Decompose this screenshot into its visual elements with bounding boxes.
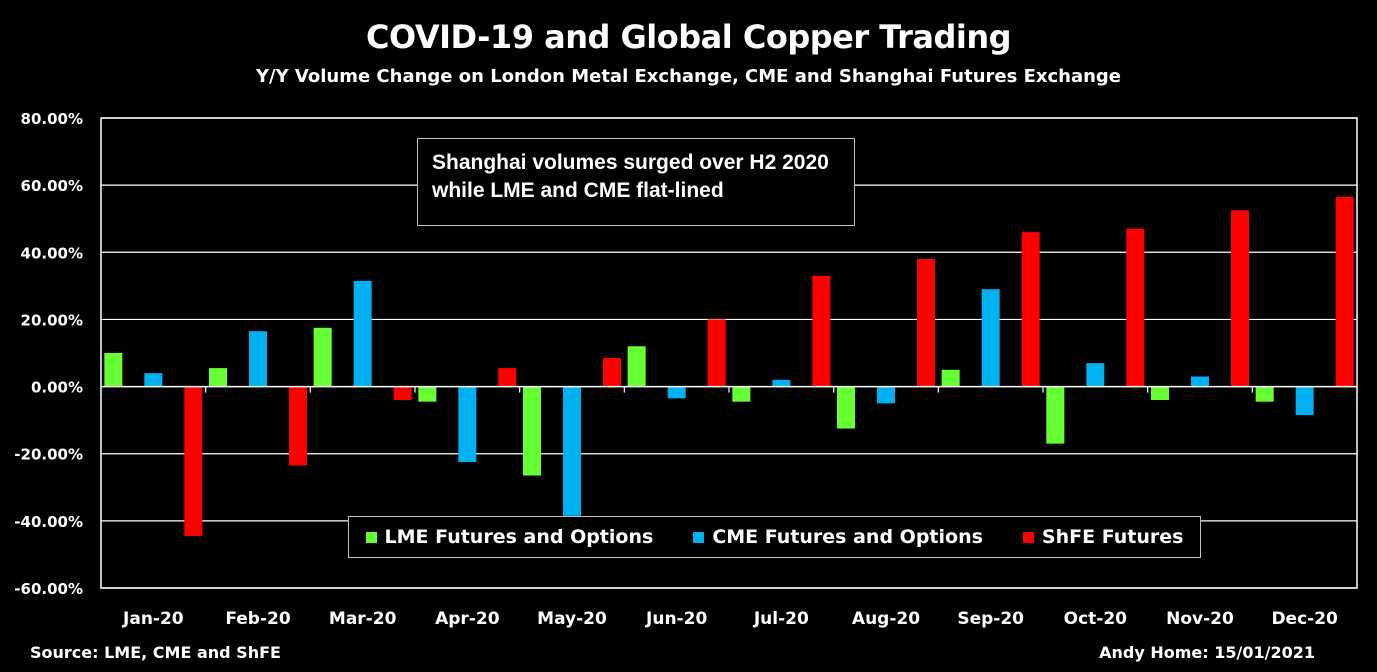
legend-swatch-cme: [693, 531, 705, 543]
bar-cme: [563, 386, 581, 516]
x-tick-label: Mar-20: [329, 609, 397, 629]
legend-item-lme: LME Futures and Options: [365, 526, 654, 548]
bar-lme: [1046, 386, 1065, 444]
legend-item-cme: CME Futures and Options: [693, 526, 983, 548]
legend-label-lme: LME Futures and Options: [384, 526, 654, 548]
x-tick-label: May-20: [537, 609, 607, 629]
bar-lme: [837, 386, 855, 429]
bar-shfe: [498, 368, 517, 387]
bar-shfe: [184, 386, 203, 536]
bar-shfe: [393, 386, 412, 400]
author-credit: Andy Home: 15/01/2021: [1099, 643, 1315, 662]
bar-shfe: [1126, 228, 1145, 387]
bar-shfe: [1231, 210, 1249, 387]
bar-lme: [1255, 386, 1274, 402]
y-tick-label: -60.00%: [14, 580, 83, 598]
x-tick-label: Jan-20: [122, 609, 184, 629]
bar-lme: [209, 368, 227, 387]
x-tick-label: Apr-20: [435, 609, 500, 629]
bar-shfe: [1021, 232, 1040, 387]
bar-shfe: [917, 259, 935, 387]
x-tick-label: Nov-20: [1166, 609, 1234, 629]
bar-lme: [313, 327, 332, 387]
y-tick-label: -20.00%: [14, 446, 83, 464]
bar-shfe: [812, 275, 831, 387]
bar-cme: [1086, 363, 1105, 387]
bar-cme: [1295, 386, 1314, 416]
chart-annotation: Shanghai volumes surged over H2 2020 whi…: [417, 138, 855, 226]
y-tick-label: -40.00%: [14, 513, 83, 531]
chart-legend: LME Futures and Options CME Futures and …: [348, 516, 1201, 558]
bar-shfe: [289, 386, 307, 466]
bar-cme: [667, 386, 686, 399]
bar-shfe: [603, 358, 621, 387]
x-tick-label: Sep-20: [957, 609, 1024, 629]
source-note: Source: LME, CME and ShFE: [30, 643, 281, 662]
bar-lme: [732, 386, 751, 402]
bar-cme: [249, 331, 267, 387]
y-tick-label: 80.00%: [21, 110, 83, 128]
x-tick-label: Dec-20: [1271, 609, 1338, 629]
bar-lme: [1151, 386, 1169, 400]
x-tick-label: Feb-20: [225, 609, 291, 629]
y-tick-label: 20.00%: [21, 311, 83, 329]
bar-cme: [772, 379, 791, 387]
bar-lme: [627, 346, 646, 387]
bar-cme: [458, 386, 477, 463]
bar-cme: [877, 386, 895, 404]
legend-item-shfe: ShFE Futures: [1022, 526, 1184, 548]
x-tick-label: Oct-20: [1064, 609, 1128, 629]
legend-label-shfe: ShFE Futures: [1041, 526, 1184, 548]
x-tick-label: Jul-20: [753, 609, 809, 629]
bar-cme: [353, 280, 372, 387]
bar-shfe: [1335, 196, 1354, 387]
y-tick-label: 0.00%: [31, 379, 83, 397]
x-tick-label: Aug-20: [852, 609, 920, 629]
bar-lme: [523, 386, 541, 476]
bar-cme: [1191, 376, 1209, 387]
bar-lme: [104, 353, 123, 387]
bar-lme: [418, 386, 437, 402]
y-tick-label: 60.00%: [21, 177, 83, 195]
x-tick-label: Jun-20: [645, 609, 707, 629]
y-tick-label: 40.00%: [21, 244, 83, 262]
legend-label-cme: CME Futures and Options: [712, 526, 983, 548]
bar-cme: [144, 373, 163, 387]
bar-lme: [941, 369, 960, 387]
chart-title: COVID-19 and Global Copper Trading: [365, 18, 1012, 56]
legend-swatch-shfe: [1022, 531, 1034, 543]
bar-shfe: [707, 319, 726, 387]
bar-cme: [981, 289, 1000, 387]
chart-subtitle: Y/Y Volume Change on London Metal Exchan…: [255, 66, 1122, 87]
legend-swatch-lme: [365, 531, 377, 543]
